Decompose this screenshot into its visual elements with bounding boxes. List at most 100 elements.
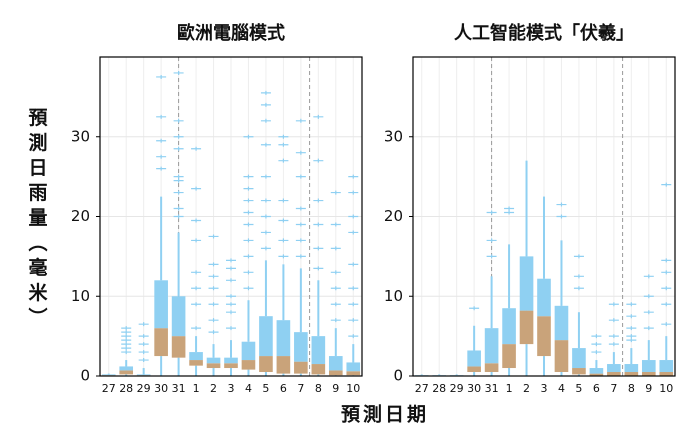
x-tick-label: 2 — [523, 382, 530, 395]
box-lower — [624, 372, 639, 376]
outlier — [121, 342, 132, 347]
box-lower — [224, 363, 238, 369]
outlier — [278, 134, 289, 139]
outlier — [208, 318, 219, 323]
outlier — [243, 210, 254, 215]
chart-title: 人工智能模式「伏羲」 — [454, 22, 634, 44]
x-tick-label: 1 — [193, 382, 200, 395]
outlier — [661, 258, 672, 263]
outlier — [643, 294, 654, 299]
outlier — [626, 338, 637, 343]
outlier — [260, 214, 271, 219]
outlier — [626, 302, 637, 307]
box-upper — [572, 348, 586, 369]
x-tick-label: 4 — [245, 382, 252, 395]
y-tick-label: 20 — [71, 207, 90, 225]
outlier — [313, 158, 324, 163]
box-lower — [189, 360, 203, 366]
box-lower — [119, 370, 134, 375]
outlier — [295, 206, 306, 211]
outlier — [608, 318, 619, 323]
outlier — [156, 114, 167, 119]
box-upper — [607, 364, 621, 373]
outlier — [191, 270, 202, 275]
outlier — [591, 350, 602, 355]
outlier — [348, 318, 359, 323]
outlier — [208, 262, 219, 267]
outlier — [330, 286, 341, 291]
outlier — [173, 190, 184, 195]
outlier — [138, 358, 149, 363]
outlier — [591, 342, 602, 347]
outlier — [295, 222, 306, 227]
box-lower — [537, 316, 551, 357]
outlier — [486, 238, 497, 243]
outlier — [330, 222, 341, 227]
x-tick-label: 1 — [506, 382, 513, 395]
outlier — [278, 254, 289, 259]
outlier — [156, 154, 167, 159]
box-upper — [502, 308, 516, 345]
outlier — [156, 138, 167, 143]
outlier — [226, 310, 236, 315]
outlier — [260, 118, 271, 123]
outlier — [313, 222, 324, 227]
x-tick-label: 28 — [119, 382, 133, 395]
outlier — [278, 158, 289, 163]
outlier — [191, 302, 202, 307]
outlier — [348, 286, 359, 291]
outlier — [573, 286, 584, 291]
x-tick-label: 6 — [593, 382, 600, 395]
x-tick-label: 31 — [172, 382, 186, 395]
outlier — [330, 318, 341, 323]
x-tick-label: 29 — [137, 382, 151, 395]
box-upper — [294, 332, 308, 362]
box-upper — [519, 256, 534, 311]
y-tick-label: 0 — [393, 367, 403, 385]
outlier — [191, 146, 202, 151]
outlier — [348, 174, 359, 179]
outlier — [260, 90, 271, 95]
plot-frame — [99, 56, 363, 377]
x-tick-label: 6 — [280, 382, 287, 395]
outlier — [226, 258, 236, 263]
outlier — [330, 270, 341, 275]
outlier — [573, 274, 584, 279]
chart-title: 歐洲電腦模式 — [177, 22, 285, 44]
outlier — [260, 142, 271, 147]
y-tick-label: 30 — [71, 127, 90, 145]
box-lower — [206, 363, 221, 369]
y-tick-label: 10 — [71, 287, 90, 305]
outlier — [661, 322, 672, 327]
outlier — [260, 102, 271, 107]
outlier — [156, 166, 167, 171]
outlier — [121, 338, 132, 343]
outlier — [643, 326, 654, 331]
outlier — [313, 246, 324, 251]
outlier — [313, 198, 324, 203]
outlier — [173, 214, 184, 219]
y-tick-label: 30 — [384, 127, 403, 145]
box-lower — [154, 328, 168, 357]
outlier — [156, 74, 167, 79]
box-upper — [537, 278, 551, 317]
box-upper — [101, 374, 116, 376]
outlier — [173, 174, 184, 179]
x-tick-label: 28 — [432, 382, 446, 395]
outlier — [260, 246, 271, 251]
outlier — [556, 202, 567, 207]
outlier — [348, 262, 359, 267]
box-upper — [189, 352, 203, 361]
box-lower — [311, 364, 326, 375]
x-tick-label: 3 — [228, 382, 235, 395]
box-lower — [241, 360, 256, 370]
outlier — [243, 186, 254, 191]
outlier — [138, 350, 149, 355]
outlier — [191, 326, 202, 331]
box-upper — [119, 366, 134, 371]
box-lower — [328, 370, 343, 376]
box-lower — [259, 356, 273, 373]
box-upper — [136, 374, 151, 376]
x-tick-label: 5 — [262, 382, 269, 395]
